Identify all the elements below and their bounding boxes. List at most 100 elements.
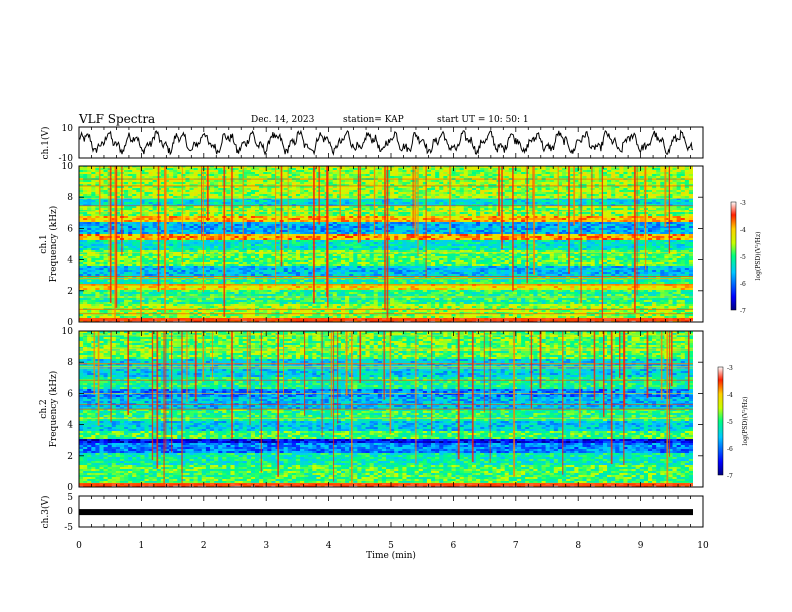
spectrogram-cell xyxy=(181,266,185,268)
spectrogram-cell xyxy=(214,314,218,316)
spectrogram-cell xyxy=(91,250,95,252)
spectrogram-cell xyxy=(149,264,153,266)
spectrogram-cell xyxy=(149,246,153,248)
spectrogram-cell xyxy=(95,272,99,274)
spectrogram-cell xyxy=(284,172,288,174)
spectrogram-cell xyxy=(263,190,267,192)
spectrogram-cell xyxy=(247,194,251,196)
spectrogram-cell xyxy=(194,248,198,250)
spectrogram-cell xyxy=(95,230,99,232)
spectrogram-cell xyxy=(79,306,83,308)
spectrogram-cell xyxy=(296,268,300,270)
spectrogram-cell xyxy=(185,264,189,266)
spectrogram-cell xyxy=(181,292,185,294)
spectrogram-cell xyxy=(210,286,214,288)
spectrogram-cell xyxy=(308,206,312,208)
spectrogram-cell xyxy=(308,256,312,258)
spectrogram-cell xyxy=(173,258,177,260)
spectrogram-cell xyxy=(255,222,259,224)
spectrogram-cell xyxy=(304,236,308,238)
spectrogram-cell xyxy=(316,232,320,234)
spectrogram-cell xyxy=(263,186,267,188)
spectrogram-cell xyxy=(251,252,255,254)
spectrogram-cell xyxy=(91,216,95,218)
spectrogram-cell xyxy=(165,316,169,318)
spectrogram-cell xyxy=(128,280,132,282)
spectrogram-cell xyxy=(124,224,128,226)
spectrogram-cell xyxy=(153,168,157,170)
spectrogram-cell xyxy=(206,314,210,316)
spectrogram-cell xyxy=(284,286,288,288)
spectrogram-cell xyxy=(124,280,128,282)
spectrogram-cell xyxy=(169,288,173,290)
spectrogram-cell xyxy=(304,232,308,234)
spectrogram-cell xyxy=(321,302,325,304)
spectrogram-cell xyxy=(275,272,279,274)
spectrogram-cell xyxy=(153,242,157,244)
spectrogram-cell xyxy=(128,176,132,178)
spectrogram-cell xyxy=(308,190,312,192)
spectrogram-cell xyxy=(275,222,279,224)
spectrogram-cell xyxy=(210,302,214,304)
spectrogram-cell xyxy=(308,250,312,252)
spectrogram-cell xyxy=(202,292,206,294)
spectrogram-cell xyxy=(145,310,149,312)
spectrogram-cell xyxy=(226,302,230,304)
spectrogram-cell xyxy=(149,176,153,178)
spectrogram-cell xyxy=(316,304,320,306)
spectrogram-cell xyxy=(124,182,128,184)
spectrogram-cell xyxy=(280,306,284,308)
spectrogram-cell xyxy=(169,250,173,252)
spectrogram-cell xyxy=(263,282,267,284)
spectrogram-cell xyxy=(177,232,181,234)
spectrogram-cell xyxy=(136,180,140,182)
spectrogram-cell xyxy=(214,176,218,178)
spectrogram-cell xyxy=(206,282,210,284)
spectrogram-cell xyxy=(296,280,300,282)
spectrogram-cell xyxy=(124,232,128,234)
spectrogram-cell xyxy=(296,264,300,266)
spectrogram-cell xyxy=(284,168,288,170)
spectrogram-cell xyxy=(239,298,243,300)
spectrogram-cell xyxy=(83,232,87,234)
spectrogram-cell xyxy=(321,206,325,208)
spectrogram-cell xyxy=(218,226,222,228)
spectrogram-cell xyxy=(128,236,132,238)
spectrogram-cell xyxy=(124,176,128,178)
spectrogram-cell xyxy=(263,280,267,282)
spectrogram-cell xyxy=(267,268,271,270)
spectrogram-cell xyxy=(202,232,206,234)
spectrogram-cell xyxy=(251,292,255,294)
spectrogram-cell xyxy=(267,266,271,268)
spectrogram-cell xyxy=(169,270,173,272)
spectrogram-cell xyxy=(275,182,279,184)
spectrogram-cell xyxy=(79,246,83,248)
spectrogram-cell xyxy=(185,180,189,182)
spectrogram-cell xyxy=(104,172,108,174)
spectrogram-cell xyxy=(124,282,128,284)
spectrogram-cell xyxy=(185,288,189,290)
spectrogram-cell xyxy=(169,188,173,190)
spectrogram-cell xyxy=(153,174,157,176)
spectrogram-cell xyxy=(194,270,198,272)
spectrogram-cell xyxy=(239,200,243,202)
spectrogram-cell xyxy=(83,264,87,266)
spectrogram-cell xyxy=(292,188,296,190)
spectrogram-cell xyxy=(292,186,296,188)
spectrogram-cell xyxy=(190,170,194,172)
spectrogram-cell xyxy=(210,248,214,250)
spectrogram-cell xyxy=(259,288,263,290)
spectrogram-cell xyxy=(83,170,87,172)
spectrogram-cell xyxy=(316,256,320,258)
spectrogram-cell xyxy=(226,254,230,256)
spectrogram-cell xyxy=(226,306,230,308)
spectrogram-cell xyxy=(226,174,230,176)
spectrogram-cell xyxy=(214,200,218,202)
spectrogram-cell xyxy=(202,298,206,300)
spectrogram-cell xyxy=(194,290,198,292)
spectrogram-cell xyxy=(321,258,325,260)
spectrogram-cell xyxy=(99,262,103,264)
spectrogram-cell xyxy=(251,170,255,172)
spectrogram-cell xyxy=(218,176,222,178)
spectrogram-cell xyxy=(243,306,247,308)
